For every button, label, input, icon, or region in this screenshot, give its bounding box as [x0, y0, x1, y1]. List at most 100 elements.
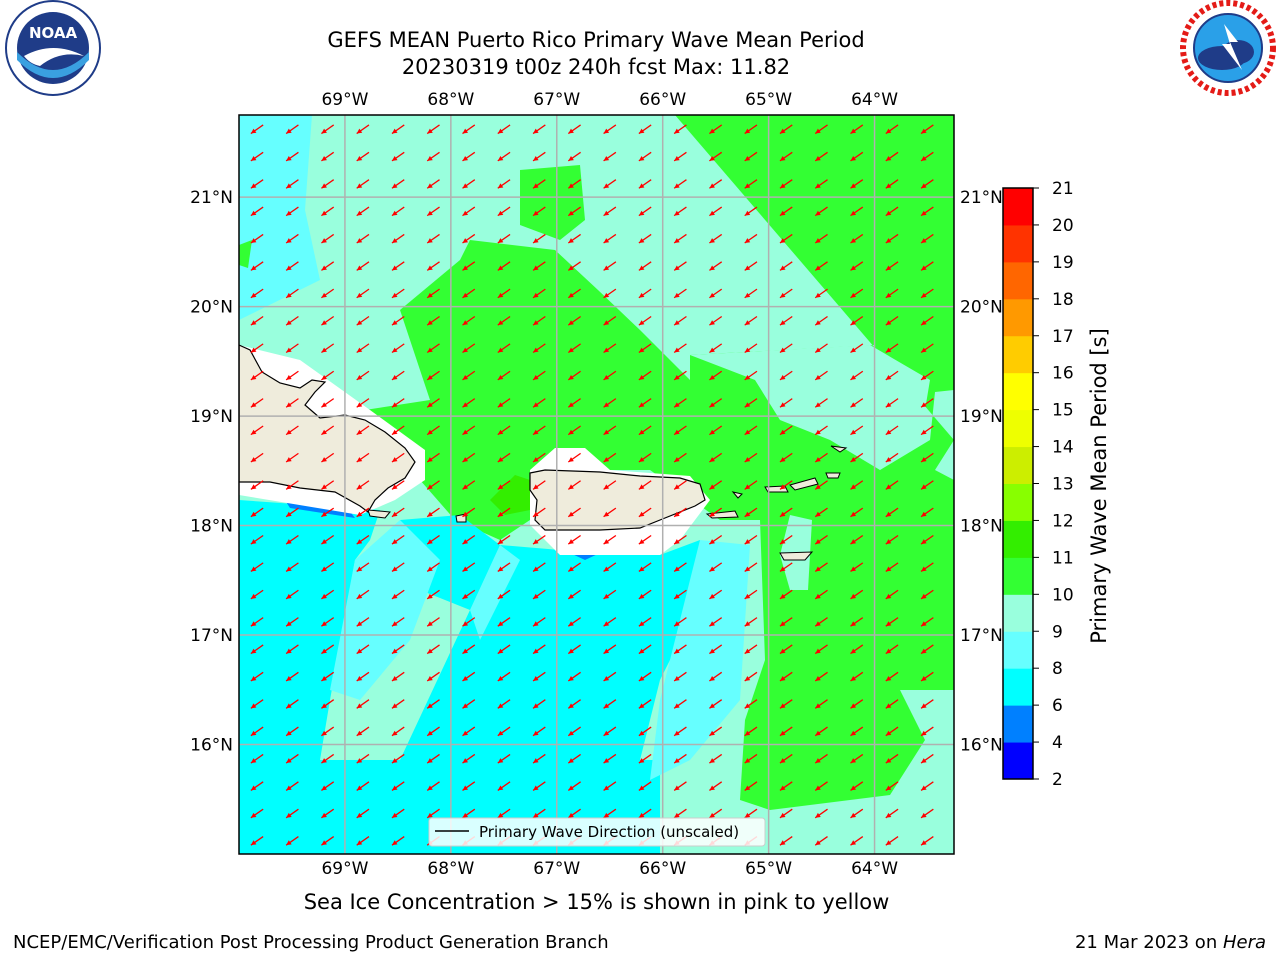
wave-arrow — [744, 261, 758, 271]
wave-arrow — [321, 753, 335, 764]
wave-arrow — [532, 398, 546, 408]
wave-arrow — [814, 315, 828, 326]
wave-arrow — [779, 699, 793, 709]
wave-arrow — [709, 781, 723, 791]
wave-arrow — [603, 562, 617, 572]
wave-arrow — [885, 562, 899, 572]
wave-arrow — [285, 370, 299, 381]
wave-arrow — [426, 315, 440, 326]
wave-arrow — [920, 261, 934, 271]
wave-arrow — [462, 370, 476, 381]
wave-arrow — [603, 507, 617, 518]
wave-arrow — [462, 753, 476, 764]
wave-arrow — [850, 370, 864, 381]
wave-arrow — [744, 671, 758, 682]
wave-arrow — [356, 151, 370, 162]
wave-arrow — [885, 589, 899, 600]
wave-arrow — [920, 370, 934, 381]
wave-arrow — [885, 507, 899, 518]
wave-arrow — [744, 179, 758, 189]
wave-arrow — [920, 124, 934, 135]
wave-arrow — [462, 534, 476, 545]
wave-arrow — [638, 617, 652, 627]
wave-arrow — [920, 644, 934, 655]
wave-arrow — [744, 726, 758, 737]
wave-arrow — [391, 699, 405, 709]
wave-arrow — [567, 343, 581, 354]
wave-arrow — [885, 452, 899, 463]
wave-arrow — [920, 480, 934, 490]
wave-arrow — [885, 699, 899, 709]
wave-arrow — [250, 480, 264, 490]
wave-arrow — [391, 288, 405, 299]
lon-label-bottom: 69°W — [321, 859, 368, 879]
wave-arrow — [920, 589, 934, 600]
wave-arrow — [638, 671, 652, 682]
wave-arrow — [250, 315, 264, 326]
wave-arrow — [426, 480, 440, 490]
wave-arrow — [850, 781, 864, 791]
wave-arrow — [285, 206, 299, 217]
wave-arrow — [567, 124, 581, 135]
wave-arrow — [709, 124, 723, 135]
wave-arrow — [250, 781, 264, 791]
wave-arrow — [744, 699, 758, 709]
wave-arrow — [638, 343, 652, 354]
wave-arrow — [779, 151, 793, 162]
wave-arrow — [709, 179, 723, 189]
wave-arrow — [567, 562, 581, 572]
wave-arrow — [250, 206, 264, 217]
wave-arrow — [850, 726, 864, 737]
wave-arrow — [532, 699, 546, 709]
wave-arrow — [850, 562, 864, 572]
wave-arrow — [638, 288, 652, 299]
wave-arrow — [285, 315, 299, 326]
wave-arrow — [779, 370, 793, 381]
map-tick-labels: 69°W 69°W 68°W 68°W 67°W 67°W 66°W 66°W 65°W 65°W… — [190, 90, 1003, 879]
wave-arrow — [744, 781, 758, 791]
wave-arrow — [285, 836, 299, 846]
wave-arrow — [850, 753, 864, 764]
wave-arrow — [638, 206, 652, 217]
wave-arrow — [321, 617, 335, 627]
wave-arrow — [779, 808, 793, 819]
wave-arrow — [426, 343, 440, 354]
wave-arrow — [744, 343, 758, 354]
wave-arrow — [250, 671, 264, 682]
wave-arrow — [391, 124, 405, 135]
wave-arrow — [567, 726, 581, 737]
wave-arrow — [567, 480, 581, 490]
wave-arrow — [673, 288, 687, 299]
wave-arrow — [744, 206, 758, 217]
wave-arrow — [638, 151, 652, 162]
wave-arrow — [532, 726, 546, 737]
wave-arrow — [391, 398, 405, 408]
wave-arrow — [250, 370, 264, 381]
wave-arrow — [356, 315, 370, 326]
wave-arrow — [426, 589, 440, 600]
wave-arrow — [744, 124, 758, 135]
wave-arrow — [850, 151, 864, 162]
lat-label-right: 16°N — [960, 736, 1003, 756]
wave-arrow — [779, 589, 793, 600]
wave-arrow — [391, 315, 405, 326]
wave-arrow — [779, 671, 793, 682]
wave-arrow — [321, 699, 335, 709]
wave-arrow — [638, 452, 652, 463]
wave-arrow — [709, 261, 723, 271]
wave-arrow — [497, 808, 511, 819]
lat-label-left: 21°N — [190, 188, 233, 208]
wave-arrow — [426, 179, 440, 189]
wave-arrow — [673, 425, 687, 436]
wave-arrow — [709, 398, 723, 408]
wave-arrow — [356, 398, 370, 408]
wave-arrow — [885, 534, 899, 545]
wave-arrow — [885, 617, 899, 627]
land-hispaniola — [239, 344, 416, 513]
wave-arrow — [638, 781, 652, 791]
wave-arrow — [497, 398, 511, 408]
wave-arrow — [462, 726, 476, 737]
wave-arrow — [920, 452, 934, 463]
lat-label-left: 16°N — [190, 736, 233, 756]
wave-arrow — [497, 617, 511, 627]
